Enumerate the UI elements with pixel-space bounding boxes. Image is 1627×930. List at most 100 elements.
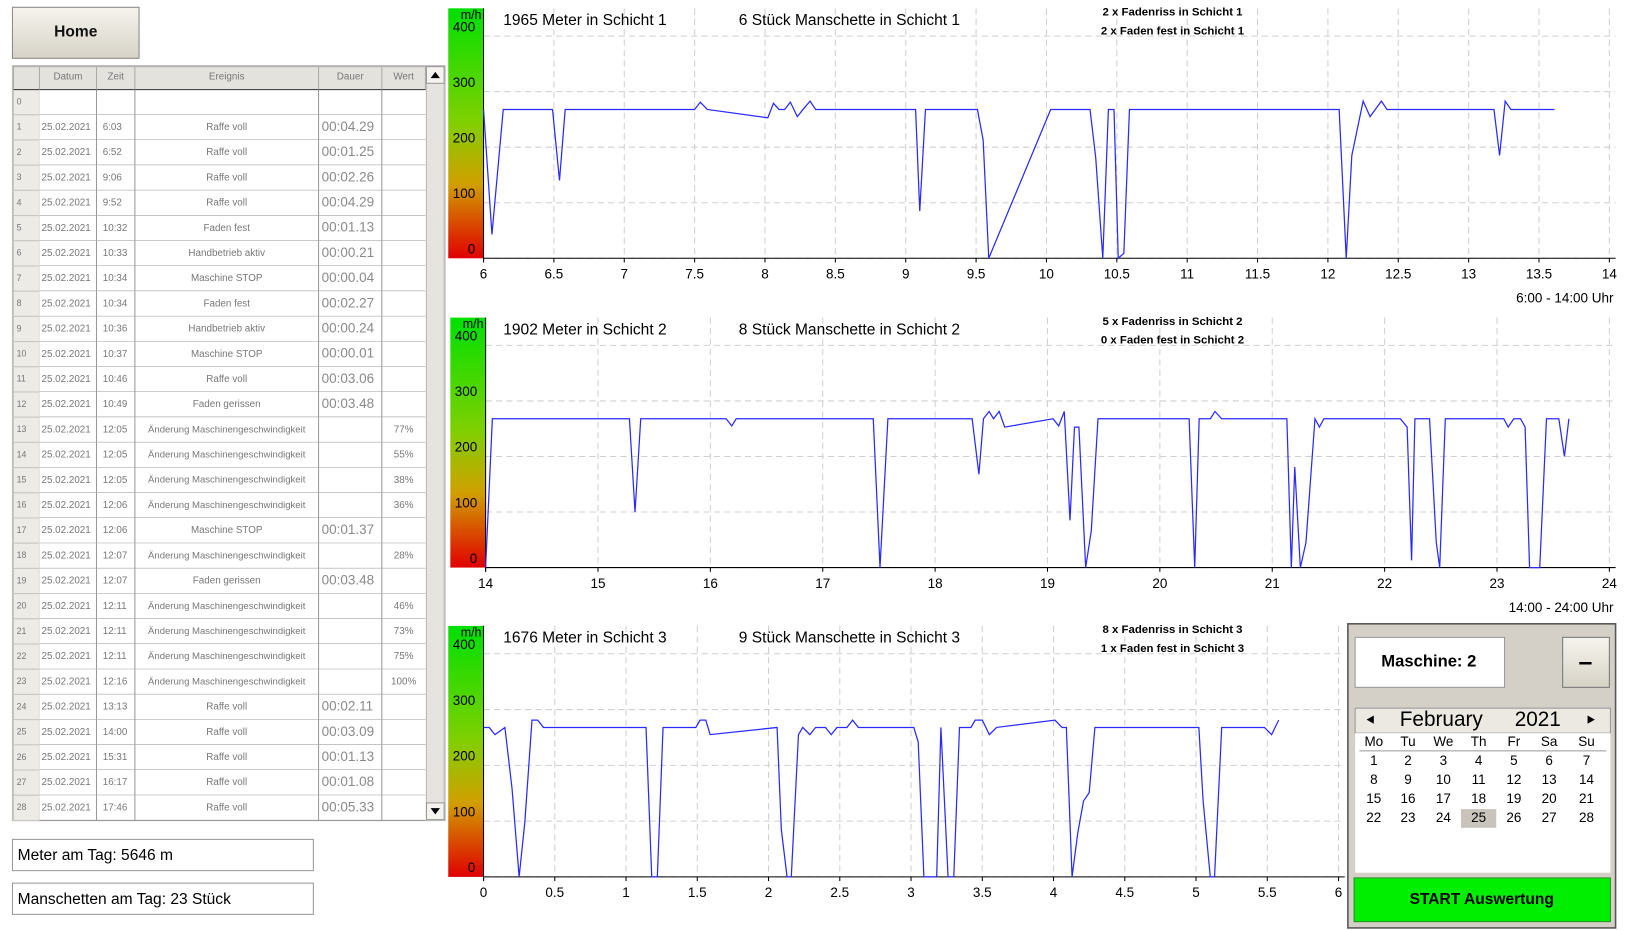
row-background: [39, 417, 426, 443]
x-tick-label: 15: [590, 576, 605, 591]
calendar-day[interactable]: 25: [1471, 810, 1486, 825]
row-index: 3: [17, 172, 22, 182]
row-background: [39, 719, 426, 745]
cell-dauer: 00:03.48: [322, 396, 374, 411]
cell-dauer: 00:01.13: [322, 749, 374, 764]
scrollbar[interactable]: [425, 66, 445, 821]
calendar-body: [1355, 733, 1611, 873]
weekday: Su: [1578, 734, 1594, 749]
calendar-day[interactable]: 21: [1579, 791, 1594, 806]
cell-wert: 46%: [394, 601, 414, 612]
cell-ereignis: Änderung Maschinengeschwindigkeit: [148, 550, 306, 561]
cell-dauer: 00:01.13: [322, 220, 374, 235]
calendar-month: February: [1400, 708, 1484, 731]
minus-button[interactable]: –: [1562, 636, 1610, 688]
x-tick-label: 6: [480, 266, 488, 281]
cell-zeit: 6:52: [103, 147, 122, 158]
row-index-cell: [12, 643, 40, 670]
home-button[interactable]: Home: [11, 6, 140, 59]
row-background: [39, 744, 426, 771]
chart-subtitle: 6 Stück Manschette in Schicht 1: [739, 12, 960, 29]
cell-dauer: 00:03.06: [322, 371, 374, 386]
x-tick-label: 14: [1602, 266, 1617, 281]
cell-datum: 25.02.2021: [42, 248, 91, 259]
cell-datum: 25.02.2021: [42, 298, 91, 309]
start-button[interactable]: START Auswertung: [1353, 877, 1611, 923]
x-tick-label: 8.5: [826, 266, 845, 281]
row-background: [39, 165, 426, 191]
calendar-day[interactable]: 16: [1401, 791, 1416, 806]
calendar-day[interactable]: 19: [1506, 791, 1521, 806]
calendar-day[interactable]: 27: [1542, 810, 1557, 825]
calendar-day[interactable]: 24: [1436, 810, 1451, 825]
calendar-day[interactable]: 2: [1404, 753, 1412, 768]
x-tick-label: 14: [478, 576, 493, 591]
cell-zeit: 17:46: [103, 802, 128, 813]
row-index: 14: [17, 449, 27, 459]
cell-zeit: 10:46: [103, 374, 128, 385]
chart-subtitle: 9 Stück Manschette in Schicht 3: [739, 630, 960, 647]
y-tick-label: 0: [470, 551, 478, 566]
row-background: [39, 139, 426, 166]
x-tick-label: 2: [765, 885, 773, 900]
calendar-day[interactable]: 23: [1401, 810, 1416, 825]
calendar-day[interactable]: 17: [1436, 791, 1451, 806]
cell-dauer: 00:04.29: [322, 119, 374, 134]
button-frame: [1353, 877, 1611, 923]
row-background: [39, 215, 426, 241]
calendar-day[interactable]: 13: [1542, 772, 1557, 787]
cell-zeit: 9:06: [103, 172, 123, 183]
calendar-day[interactable]: 12: [1506, 772, 1521, 787]
x-tick-label: 0: [480, 885, 488, 900]
row-background: [39, 391, 426, 418]
calendar-day[interactable]: 6: [1545, 753, 1553, 768]
calendar-next[interactable]: [1587, 715, 1595, 724]
annotation: 2 x Fadenriss in Schicht 1: [1102, 7, 1243, 19]
cell-ereignis: Änderung Maschinengeschwindigkeit: [148, 651, 306, 662]
chart-title: 1965 Meter in Schicht 1: [503, 12, 666, 29]
cell-datum: 25.02.2021: [42, 500, 91, 511]
calendar-day[interactable]: 9: [1404, 772, 1412, 787]
calendar-day[interactable]: 22: [1366, 810, 1381, 825]
calendar-year: 2021: [1515, 708, 1561, 731]
y-tick-label: 100: [455, 495, 477, 510]
calendar-day[interactable]: 7: [1583, 753, 1591, 768]
calendar-day[interactable]: 14: [1579, 772, 1594, 787]
cell-zeit: 12:05: [103, 475, 128, 486]
scroll-track: [425, 66, 445, 821]
calendar-day[interactable]: 15: [1366, 791, 1381, 806]
y-tick-label: 200: [453, 749, 475, 764]
calendar-day[interactable]: 11: [1472, 772, 1486, 787]
calendar-day[interactable]: 10: [1436, 772, 1451, 787]
row-index-cell: [12, 593, 40, 620]
row-background: [39, 694, 426, 720]
calendar-day[interactable]: 1: [1370, 753, 1378, 768]
cell-zeit: 12:06: [103, 500, 128, 511]
calendar-day[interactable]: 18: [1471, 791, 1486, 806]
calendar-day[interactable]: 20: [1542, 791, 1557, 806]
cell-wert: 75%: [394, 651, 414, 662]
x-tick-label: 1: [622, 885, 630, 900]
cell-zeit: 6:03: [103, 122, 123, 133]
calendar-day[interactable]: 3: [1440, 753, 1448, 768]
row-background: [39, 366, 426, 392]
cell-ereignis: Raffe voll: [206, 727, 247, 738]
y-tick-label: 300: [453, 693, 475, 708]
row-index: 21: [17, 626, 27, 636]
calendar-day[interactable]: 26: [1506, 810, 1521, 825]
row-background: [39, 593, 426, 619]
calendar-day[interactable]: 28: [1579, 810, 1594, 825]
calendar-prev[interactable]: [1366, 715, 1374, 724]
y-tick-label: 200: [453, 130, 475, 145]
calendar-day[interactable]: 4: [1475, 753, 1483, 768]
x-tick-label: 1.5: [688, 885, 707, 900]
calendar-day[interactable]: 5: [1510, 753, 1518, 768]
y-axis-label: m/h: [463, 317, 484, 331]
cell-dauer: 00:01.08: [322, 774, 374, 789]
row-index: 11: [17, 374, 26, 384]
cell-zeit: 10:32: [103, 223, 128, 234]
row-index: 2: [17, 147, 22, 157]
calendar-day[interactable]: 8: [1370, 772, 1378, 787]
